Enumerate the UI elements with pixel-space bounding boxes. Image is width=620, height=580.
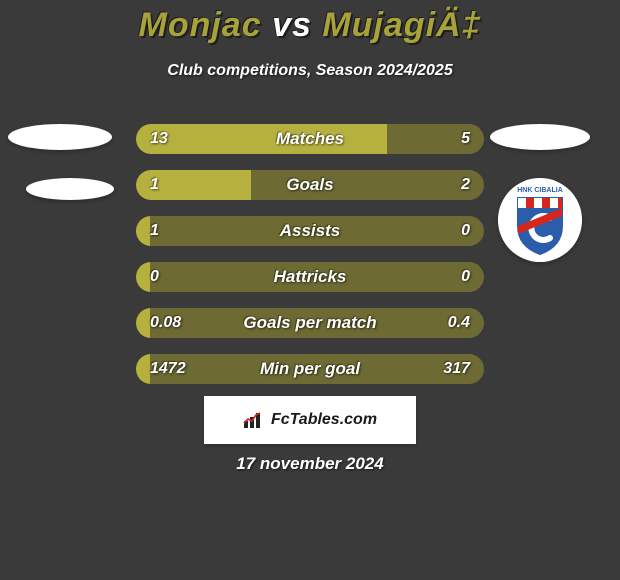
stat-value-right: 317 (443, 354, 470, 384)
player2-photo-placeholder (490, 124, 590, 150)
stat-value-left: 1 (150, 216, 159, 246)
club-name-text: HNK CIBALIA (517, 187, 563, 194)
stat-value-left: 1472 (150, 354, 186, 384)
club-logo-svg: HNK CIBALIA (498, 178, 582, 262)
infographic-canvas: Monjac vs MujagiÄ‡ Club competitions, Se… (0, 0, 620, 580)
stat-fill (136, 308, 150, 338)
page-title: Monjac vs MujagiÄ‡ (0, 6, 620, 45)
stat-value-right: 2 (461, 170, 470, 200)
stat-value-left: 0.08 (150, 308, 181, 338)
player2-club-logo: HNK CIBALIA (498, 178, 582, 262)
stat-fill (136, 262, 150, 292)
stat-row: 1472Min per goal317 (136, 354, 484, 384)
stat-value-right: 0 (461, 216, 470, 246)
vs-label: vs (272, 6, 312, 44)
attribution-text: FcTables.com (271, 411, 377, 429)
player1-photo-placeholder (8, 124, 112, 150)
stat-label: Assists (136, 216, 484, 246)
stat-label: Goals per match (136, 308, 484, 338)
stat-value-left: 1 (150, 170, 159, 200)
stat-fill (136, 354, 150, 384)
stat-value-left: 13 (150, 124, 168, 154)
stat-label: Min per goal (136, 354, 484, 384)
player1-club-placeholder (26, 178, 114, 200)
stat-label: Hattricks (136, 262, 484, 292)
stat-value-right: 0 (461, 262, 470, 292)
stat-value-left: 0 (150, 262, 159, 292)
stat-row: 13Matches5 (136, 124, 484, 154)
stat-value-right: 5 (461, 124, 470, 154)
stat-row: 0.08Goals per match0.4 (136, 308, 484, 338)
stat-fill (136, 124, 387, 154)
attribution-badge: FcTables.com (204, 396, 416, 444)
stat-value-right: 0.4 (448, 308, 470, 338)
fctables-icon (243, 411, 265, 429)
stat-row: 0Hattricks0 (136, 262, 484, 292)
player1-name: Monjac (139, 6, 262, 44)
stats-rows: 13Matches51Goals21Assists00Hattricks00.0… (136, 124, 484, 400)
stat-row: 1Goals2 (136, 170, 484, 200)
stat-fill (136, 216, 150, 246)
date-text: 17 november 2024 (0, 454, 620, 474)
player2-name: MujagiÄ‡ (322, 6, 481, 44)
stat-row: 1Assists0 (136, 216, 484, 246)
subtitle: Club competitions, Season 2024/2025 (0, 62, 620, 80)
